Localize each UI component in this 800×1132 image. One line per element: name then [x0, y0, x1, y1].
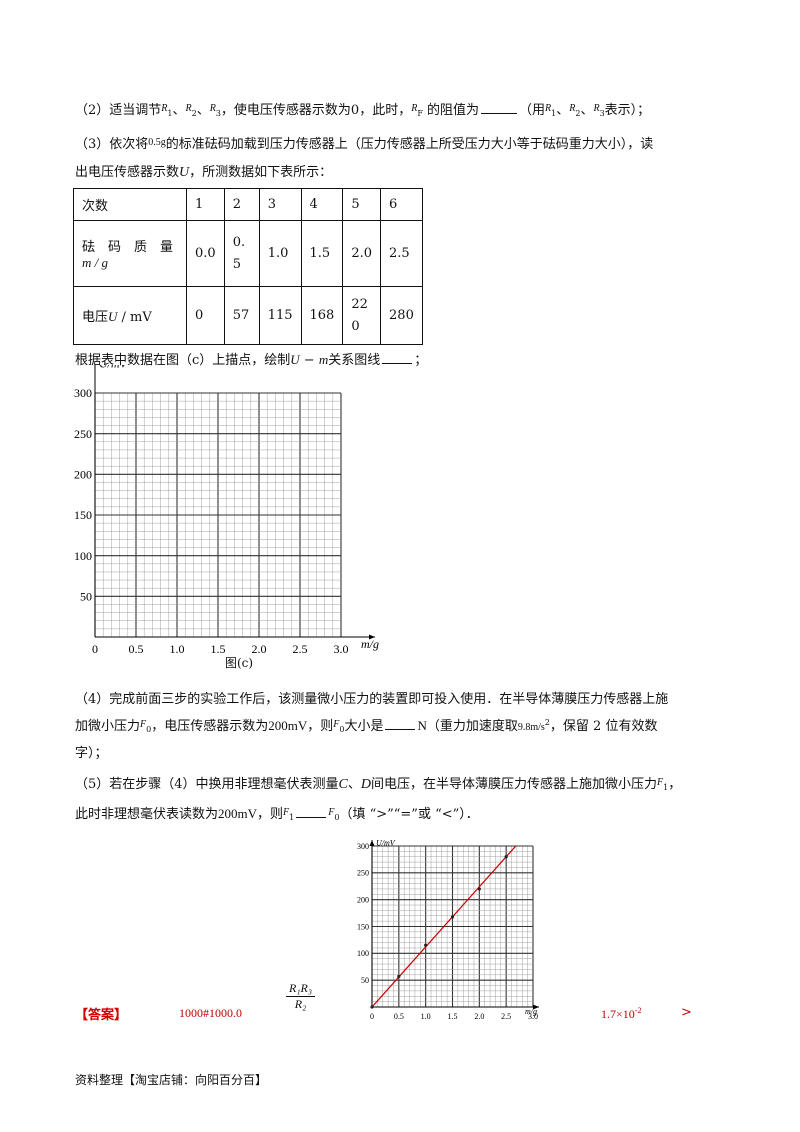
- data-table: 次数 1 2 3 4 5 6 砝 码 质 量 m / g 0.0 0. 5 1.…: [73, 188, 423, 345]
- table-row: 砝 码 质 量 m / g 0.0 0. 5 1.0 1.5 2.0 2.5: [73, 220, 423, 287]
- table-cell: 6: [380, 188, 423, 221]
- answer-label: 【答案】: [75, 1008, 128, 1023]
- x-tick-label: 0.5: [129, 642, 144, 656]
- data-point: [504, 855, 508, 859]
- answer-blank-3[interactable]: [385, 718, 416, 730]
- x-tick-label: 3.0: [334, 642, 349, 656]
- x-axis-arrow: [533, 1004, 539, 1010]
- y-tick-label: 200: [74, 468, 92, 482]
- x-tick-label: 0: [92, 642, 98, 656]
- x-tick-label: 1.5: [448, 1012, 458, 1021]
- table-row: 电压U / mV 0 57 115 168 22 0 280: [73, 286, 423, 345]
- table-cell: 2.0: [342, 220, 382, 287]
- table-cell: 22 0: [342, 286, 382, 345]
- y-tick-label: 150: [357, 922, 369, 931]
- table-cell: 5: [342, 188, 382, 221]
- x-tick-label: 2.5: [293, 642, 308, 656]
- data-point: [450, 915, 455, 919]
- y-tick-label: 50: [80, 590, 92, 604]
- data-point: [424, 943, 428, 947]
- x-tick-label: 2.5: [501, 1012, 511, 1021]
- question-5-line1: （5）若在步骤（4）中换用非理想毫伏表测量C、D间电压，在半导体薄膜压力传感器上…: [75, 777, 682, 792]
- question-4-line1: （4）完成前面三步的实验工作后，该测量微小压力的装置即可投入使用．在半导体薄膜压…: [75, 692, 669, 707]
- y-axis-arrow: [369, 840, 375, 846]
- y-tick-label: 100: [357, 949, 369, 958]
- footer-source: 资料整理【淘宝店铺：向阳百分百】: [75, 1073, 268, 1087]
- question-3-line1: （3）依次将0.5g的标准砝码加载到压力传感器上（压力传感器上所受压力大小等于砝…: [75, 137, 654, 152]
- x-axis-arrow: [369, 634, 375, 640]
- x-tick-label: 1.5: [211, 642, 226, 656]
- table-row: 次数 1 2 3 4 5 6: [73, 188, 423, 221]
- answer-4: 1.7×10-2: [601, 1006, 642, 1021]
- chart-c-caption: 图(c): [225, 656, 254, 670]
- x-axis-label: m/g: [525, 1007, 537, 1016]
- data-point: [477, 887, 481, 891]
- table-cell: 2: [223, 188, 260, 221]
- x-tick-label: 0: [370, 1012, 374, 1021]
- chart-answer: 300 250 200 150 100 50 0 0.5 1.0 1.5 2.0 2.5 3.0 U/mV…: [357, 839, 539, 1021]
- question-3-plot-instruction: 根据表中数据在图（c）上描点，绘制U − m关系图线；: [75, 352, 428, 368]
- table-header-mass: 砝 码 质 量 m / g: [73, 220, 187, 287]
- table-cell: 280: [380, 286, 423, 345]
- x-tick-label: 1.0: [170, 642, 185, 656]
- y-tick-label: 300: [74, 386, 92, 400]
- y-tick-label: 250: [74, 427, 92, 441]
- x-tick-label: 3.0: [528, 1012, 538, 1021]
- table-header-voltage: 电压U / mV: [73, 286, 187, 345]
- x-tick-label: 2.0: [252, 642, 267, 656]
- answer-blank-4[interactable]: [296, 806, 327, 818]
- y-tick-label: 100: [74, 549, 92, 563]
- table-cell: 3: [258, 188, 302, 221]
- answer-1: 1000#1000.0: [179, 1006, 242, 1020]
- x-tick-label: 0.5: [394, 1012, 404, 1021]
- answer-2-fraction: R₁R₃ R₂: [286, 981, 316, 1012]
- table-cell: 0.0: [186, 220, 225, 287]
- table-cell: 1: [186, 188, 225, 221]
- question-4-line3: 字）；: [75, 746, 108, 761]
- y-axis-label: U/mV: [376, 839, 396, 848]
- table-cell: 115: [258, 286, 302, 345]
- y-tick-label: 300: [357, 842, 369, 851]
- question-3-line2: 出电压传感器示数U，所测数据如下表所示：: [75, 165, 333, 180]
- grid: [94, 392, 342, 638]
- question-2: （2）适当调节R1、R2、R3，使电压传感器示数为0，此时，RF 的阻值为 （用R…: [75, 102, 651, 118]
- chart-c: 300 250 200 150 100 50 0 0.5 1.0 1.5 2.0 2.5 3.0 U/mV…: [74, 365, 379, 656]
- table-cell: 168: [300, 286, 344, 345]
- table-cell: 0. 5: [223, 220, 260, 287]
- data-point: [397, 974, 401, 979]
- table-cell: 1.0: [258, 220, 302, 287]
- fit-line: [371, 845, 517, 1008]
- y-tick-label: 250: [357, 869, 369, 878]
- x-axis-label: m/g: [361, 637, 379, 651]
- answer-blank-1[interactable]: [481, 102, 518, 114]
- y-tick-label: 150: [74, 508, 92, 522]
- table-cell: 0: [186, 286, 225, 345]
- table-cell: 57: [223, 286, 260, 345]
- question-5-line2: 此时非理想毫伏表读数为200mV，则F1 F0（填 “>”“=”或 “<”）．: [75, 806, 479, 822]
- answer-5: >: [681, 1005, 692, 1020]
- y-axis-label: U/mV: [99, 365, 129, 370]
- x-tick-label: 1.0: [421, 1012, 431, 1021]
- question-4-line2: 加微小压力F0，电压传感器示数为200mV，则F0大小是 N（重力加速度取9.8m…: [75, 718, 658, 734]
- grid: [371, 845, 534, 1008]
- answer-blank-2[interactable]: [382, 352, 413, 364]
- table-cell: 2.5: [380, 220, 423, 287]
- table-cell: 4: [300, 188, 344, 221]
- y-tick-label: 200: [357, 895, 369, 904]
- y-tick-label: 50: [361, 976, 369, 985]
- data-point: [370, 1005, 374, 1009]
- table-header-count: 次数: [73, 188, 187, 221]
- table-cell: 1.5: [300, 220, 344, 287]
- x-tick-label: 2.0: [474, 1012, 484, 1021]
